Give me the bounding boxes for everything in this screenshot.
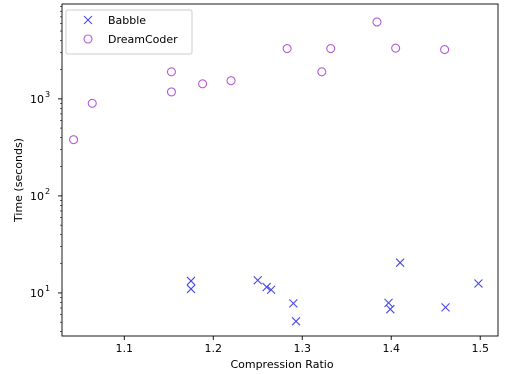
data-point-dreamcoder: [166, 67, 176, 77]
data-point-dreamcoder: [317, 67, 327, 77]
data-point-dreamcoder: [326, 44, 336, 54]
data-point-babble: [288, 299, 298, 308]
data-point-babble: [385, 304, 395, 314]
y-tick-exponent: 2: [45, 187, 50, 196]
x-tick-label: 1.1: [116, 342, 134, 355]
plot-area: [69, 17, 483, 326]
data-point-babble: [186, 276, 196, 286]
plot-frame: [61, 3, 499, 337]
legend-label-dreamcoder: DreamCoder: [108, 33, 178, 46]
y-tick-exponent: 1: [45, 284, 50, 293]
data-point-dreamcoder: [391, 43, 401, 53]
x-axis-label: Compression Ratio: [230, 358, 333, 371]
data-point-dreamcoder: [226, 76, 236, 86]
x-tick-label: 1.3: [293, 342, 311, 355]
data-point-dreamcoder: [282, 44, 292, 54]
legend: Babble DreamCoder: [65, 9, 193, 55]
legend-marker-dreamcoder: [83, 34, 93, 44]
data-point-dreamcoder: [440, 45, 450, 55]
data-point-babble: [474, 279, 483, 288]
x-tick-label: 1.5: [471, 342, 489, 355]
data-point-babble: [384, 298, 393, 308]
data-point-babble: [186, 284, 196, 294]
x-tick-label: 1.2: [205, 342, 223, 355]
data-point-dreamcoder: [372, 17, 382, 27]
data-point-dreamcoder: [87, 98, 97, 108]
data-point-dreamcoder: [198, 79, 208, 89]
data-point-babble: [395, 258, 405, 268]
data-point-babble: [253, 275, 263, 285]
data-point-dreamcoder: [166, 87, 176, 97]
data-point-dreamcoder: [69, 135, 79, 145]
data-point-babble: [291, 316, 301, 326]
y-tick-exponent: 3: [45, 90, 50, 99]
data-point-babble: [266, 285, 276, 295]
data-point-babble: [262, 282, 272, 292]
y-tick-label: 10: [30, 190, 44, 203]
legend-marker-babble: [83, 15, 93, 25]
x-tick-label: 1.4: [382, 342, 400, 355]
y-axis-label: Time (seconds): [12, 138, 25, 223]
legend-label-babble: Babble: [108, 14, 146, 27]
legend-frame: [65, 9, 193, 55]
data-point-babble: [441, 302, 450, 312]
y-tick-label: 10: [30, 287, 44, 300]
y-tick-label: 10: [30, 93, 44, 106]
